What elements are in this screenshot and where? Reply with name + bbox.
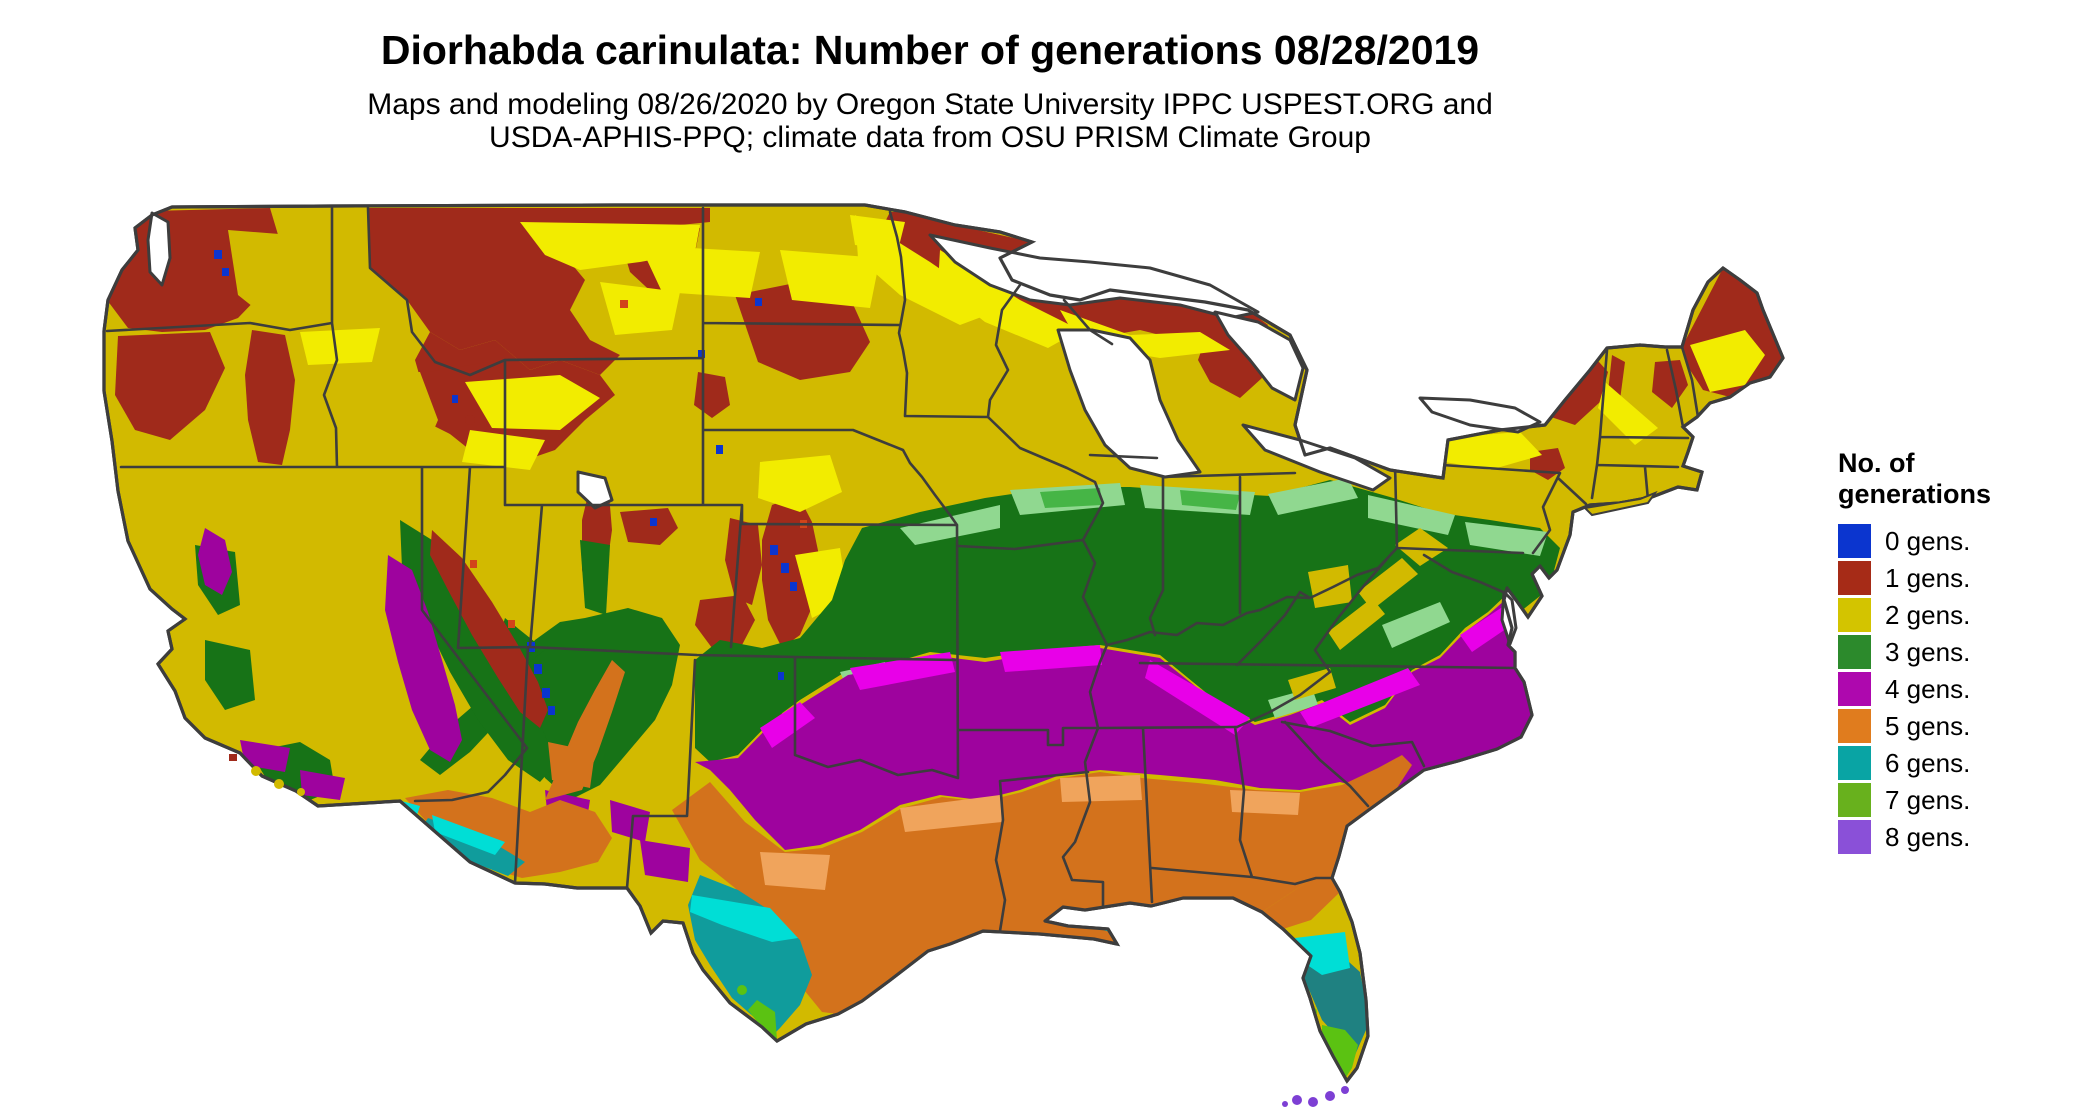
legend-label: 4 gens. — [1885, 673, 1971, 704]
band-5-gens — [405, 660, 1412, 1014]
map-color-bands — [107, 208, 1783, 1080]
florida-keys-dot — [1282, 1101, 1288, 1107]
legend-swatch-6 — [1838, 746, 1871, 780]
sierra-red — [430, 530, 548, 728]
legend-item-3-gens: 3 gens. — [1838, 635, 2078, 669]
subtitle-line-2: USDA-APHIS-PPQ; climate data from OSU PR… — [489, 121, 1371, 154]
legend-swatch-7 — [1838, 783, 1871, 817]
legend-swatch-8 — [1838, 820, 1871, 854]
long-island — [1582, 490, 1658, 517]
channel-island — [297, 788, 305, 796]
lake-huron — [1213, 310, 1305, 402]
florida-keys-dot — [1325, 1091, 1335, 1101]
legend-label: 2 gens. — [1885, 599, 1971, 630]
legend-item-8-gens: 8 gens. — [1838, 820, 2078, 854]
channel-island — [251, 766, 261, 776]
legend-label: 0 gens. — [1885, 525, 1971, 556]
legend-swatch-3 — [1838, 635, 1871, 669]
legend-swatch-2 — [1838, 598, 1871, 632]
offshore-features — [229, 490, 1658, 1107]
legend-swatch-0 — [1838, 524, 1871, 558]
legend-item-5-gens: 5 gens. — [1838, 709, 2078, 743]
legend-label: 8 gens. — [1885, 821, 1971, 852]
legend-item-4-gens: 4 gens. — [1838, 672, 2078, 706]
florida-keys-dot — [1292, 1095, 1302, 1105]
light-green-transition — [840, 478, 1548, 718]
legend-item-0-gens: 0 gens. — [1838, 524, 2078, 558]
legend-swatch-1 — [1838, 561, 1871, 595]
legend-label: 1 gens. — [1885, 562, 1971, 593]
channel-island — [274, 779, 284, 789]
legend-item-2-gens: 2 gens. — [1838, 598, 2078, 632]
legend-title: No. of generations — [1838, 448, 1992, 509]
state-borders — [105, 206, 1700, 933]
lake-michigan — [1056, 328, 1202, 479]
band-2-gens-holes — [228, 230, 700, 465]
light-orange-transition — [760, 775, 1300, 890]
page-subtitle: Maps and modeling 08/26/2020 by Oregon S… — [0, 88, 1860, 154]
legend-label: 6 gens. — [1885, 747, 1971, 778]
florida-keys-dot — [1308, 1097, 1318, 1107]
legend-label: 5 gens. — [1885, 710, 1971, 741]
lake-erie — [1241, 423, 1392, 492]
legend-item-7-gens: 7 gens. — [1838, 783, 2078, 817]
channel-island — [229, 754, 237, 761]
legend: No. of generations 0 gens. 1 gens. 2 gen… — [1838, 448, 2078, 857]
subtitle-line-1: Maps and modeling 08/26/2020 by Oregon S… — [367, 88, 1493, 121]
bright-magenta-transition — [760, 602, 1522, 748]
legend-item-6-gens: 6 gens. — [1838, 746, 2078, 780]
legend-swatch-5 — [1838, 709, 1871, 743]
legend-item-1-gens: 1 gens. — [1838, 561, 2078, 595]
legend-label: 3 gens. — [1885, 636, 1971, 667]
legend-swatch-4 — [1838, 672, 1871, 706]
florida-keys-dot — [1341, 1086, 1349, 1094]
band-7-gens — [737, 985, 1358, 1080]
legend-label: 7 gens. — [1885, 784, 1971, 815]
page-title: Diorhabda carinulata: Number of generati… — [380, 27, 1480, 73]
puget-sound — [146, 211, 172, 287]
